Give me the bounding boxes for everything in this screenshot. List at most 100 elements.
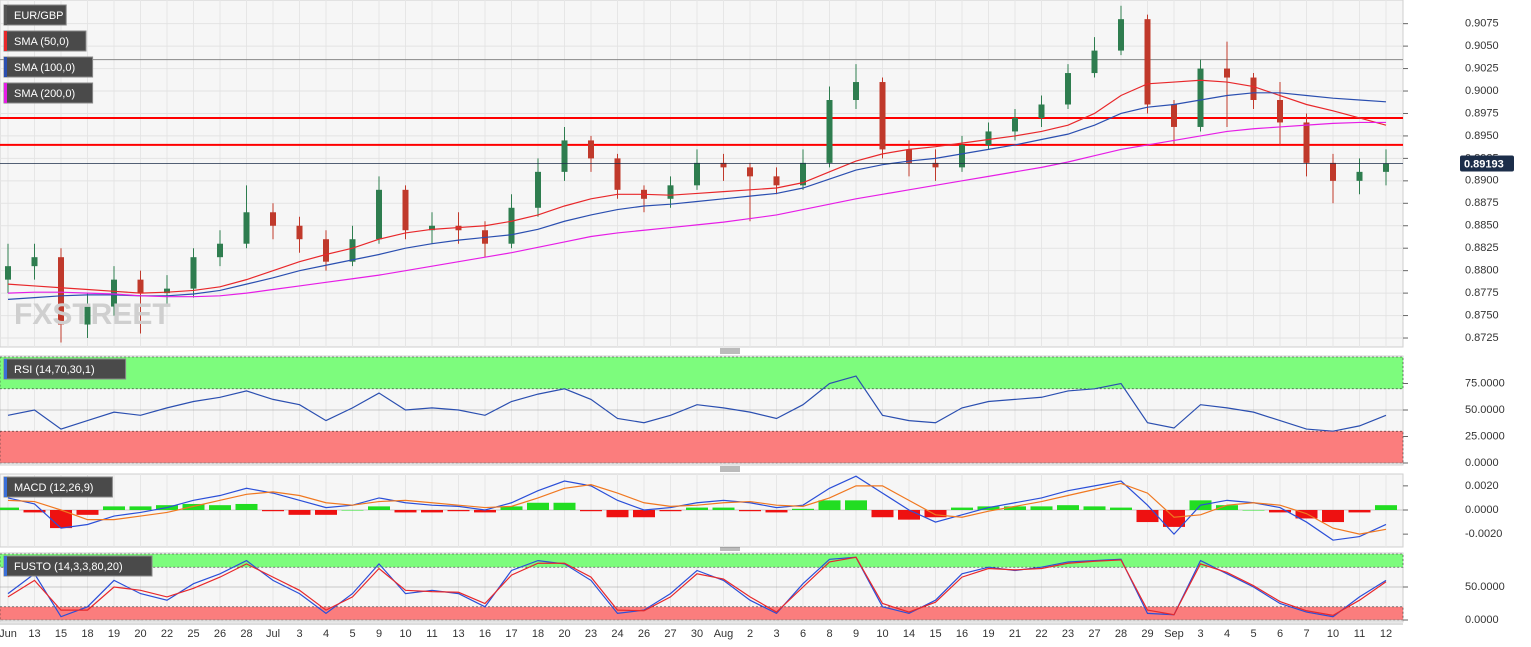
y-tick-label: 50.0000 (1465, 581, 1505, 593)
legend-label: MACD (12,26,9) (14, 482, 93, 494)
candle-body (84, 306, 91, 325)
pane-background (0, 473, 1404, 548)
series-line (7, 121, 1386, 298)
candle-body (932, 162, 939, 168)
candle-body (1356, 171, 1363, 181)
y-tick-label: 0.8800 (1465, 265, 1499, 277)
legend-swatch (4, 83, 7, 103)
legend-swatch (4, 57, 7, 77)
candle-body (376, 189, 382, 240)
x-tick-label: 29 (1141, 628, 1153, 640)
y-tick-label: 0.8775 (1465, 287, 1499, 299)
x-tick-label: 18 (81, 628, 93, 640)
x-tick-label: Jun (0, 628, 17, 640)
x-tick-label: 20 (558, 628, 570, 640)
histogram-bar (606, 510, 629, 518)
candle-body (535, 171, 541, 208)
histogram-bar (659, 510, 682, 512)
x-tick-label: 28 (1115, 628, 1127, 640)
x-tick-label: 11 (1354, 628, 1365, 640)
y-tick-label: 50.0000 (1465, 404, 1505, 416)
series-line (7, 92, 1387, 300)
y-tick-label: 0.0000 (1465, 457, 1499, 469)
x-tick-label: 9 (376, 628, 382, 640)
x-tick-label: 10 (876, 628, 888, 640)
x-tick-label: 15 (55, 628, 67, 640)
histogram-bar (0, 507, 19, 510)
histogram-bar (765, 510, 788, 513)
candle-body (323, 239, 329, 262)
x-tick-label: 22 (1035, 628, 1047, 640)
legend-swatch (4, 5, 7, 25)
watermark: FXSTREET (14, 298, 171, 331)
histogram-bar (871, 510, 894, 518)
histogram-bar (1163, 510, 1185, 527)
candle-body (1144, 19, 1151, 105)
histogram-bar (1136, 510, 1159, 523)
histogram-bar (288, 510, 311, 515)
x-tick-label: 3 (773, 628, 779, 640)
legend-label: SMA (100,0) (14, 62, 75, 74)
histogram-bar (315, 510, 337, 515)
x-tick-label: 24 (611, 628, 623, 640)
pane-background (0, 0, 1404, 348)
candle-body (588, 140, 594, 159)
candle-body (1197, 68, 1204, 127)
x-tick-label: 16 (956, 628, 968, 640)
x-tick-label: 15 (929, 628, 941, 640)
y-tick-label: 0.8725 (1465, 332, 1499, 344)
zone (0, 430, 1404, 464)
candle-body (1330, 162, 1336, 181)
x-tick-label: 7 (1303, 628, 1309, 640)
y-tick-label: 0.8975 (1465, 107, 1499, 119)
histogram-bar (103, 506, 125, 510)
x-tick-label: 2 (747, 628, 753, 640)
candle-body (111, 279, 117, 307)
y-tick-label: 0.8875 (1465, 197, 1499, 209)
x-tick-label: 23 (1062, 628, 1074, 640)
histogram-bar (712, 507, 735, 510)
histogram-bar (633, 510, 655, 518)
x-tick-label: Sep (1164, 628, 1184, 640)
candle-body (164, 288, 170, 294)
candle-body (747, 167, 753, 177)
x-tick-label: 5 (1250, 628, 1256, 640)
legend-label: RSI (14,70,30,1) (14, 364, 95, 376)
legend-swatch (4, 31, 7, 51)
candle-body (1303, 122, 1310, 163)
histogram-bar (951, 507, 973, 510)
histogram-bar (1269, 510, 1291, 513)
legend-label: FUSTO (14,3,3,80,20) (14, 561, 123, 573)
candle-body (1038, 104, 1045, 118)
histogram-bar (845, 500, 867, 510)
histogram-bar (792, 508, 814, 510)
x-tick-label: 22 (161, 628, 173, 640)
histogram-bar (447, 510, 470, 512)
histogram-bar (1216, 505, 1238, 510)
histogram-bar (262, 510, 284, 512)
plot-group (7, 375, 1387, 432)
histogram-bar (553, 502, 576, 510)
series-line (7, 375, 1387, 432)
series-line (7, 556, 1387, 617)
y-tick-label: 0.8825 (1465, 242, 1499, 254)
x-tick-label: 12 (1380, 628, 1392, 640)
zone (0, 606, 1404, 621)
x-tick-label: 30 (691, 628, 703, 640)
x-tick-label: 5 (349, 628, 355, 640)
x-tick-label: 10 (1327, 628, 1339, 640)
candle-body (5, 266, 11, 280)
candle-body (879, 82, 886, 150)
x-tick-label: 19 (982, 628, 994, 640)
candle-body (508, 207, 515, 244)
series-line (7, 556, 1387, 618)
y-tick-label: 0.8900 (1465, 175, 1499, 187)
candle-body (1065, 73, 1071, 105)
last-price-label: 0.89193 (1464, 158, 1504, 170)
legend-label: SMA (50,0) (14, 36, 69, 48)
zone (0, 553, 1404, 568)
x-tick-label: 26 (214, 628, 226, 640)
y-tick-label: 0.8750 (1465, 309, 1499, 321)
histogram-bar (341, 510, 364, 511)
